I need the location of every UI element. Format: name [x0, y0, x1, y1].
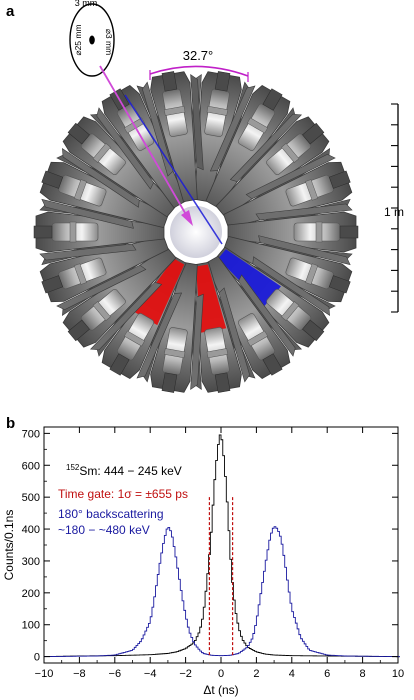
legend-entry-energy-range: ~180 − ~480 keV — [58, 523, 150, 537]
panel-b-timing-chart: b −10 −8 −6 −4 −2 0 2 4 6 8 10 0 100 200 300 400 500 600… — [2, 415, 404, 697]
x-tick-label: −6 — [109, 668, 122, 680]
legend-entry-sm: 152Sm: 444 − 245 keV — [66, 463, 182, 478]
x-tick-label: −4 — [144, 668, 157, 680]
detector-module — [188, 261, 250, 393]
target-sketch: 3 mm ⌀25 mm ⌀3 mm — [69, 0, 115, 77]
target-diameter-label: ⌀25 mm — [73, 24, 83, 55]
panel-a-label: a — [6, 3, 15, 20]
series-backscattering — [44, 526, 400, 658]
y-tick-label: 600 — [22, 460, 40, 472]
x-tick-label: 2 — [253, 668, 259, 680]
legend-entry-backscatter: 180° backscattering — [58, 507, 164, 521]
x-tick-label: 4 — [289, 668, 295, 680]
scale-bar: 1 m — [384, 103, 404, 313]
plot-frame — [43, 426, 399, 664]
y-tick-label: 500 — [22, 492, 40, 504]
y-tick-label: 200 — [22, 588, 40, 600]
y-tick-label: 700 — [22, 428, 40, 440]
detector-module — [96, 255, 187, 380]
beam-line-blue — [124, 94, 223, 245]
legend-sm-text: Sm: 444 − 245 keV — [79, 464, 181, 478]
detector-array — [33, 71, 359, 393]
x-tick-label: 8 — [360, 668, 366, 680]
x-tick-label: 0 — [218, 668, 224, 680]
series-layer — [44, 434, 400, 658]
target-spot-label: ⌀3 mm — [104, 29, 114, 55]
target-thickness-label: 3 mm — [75, 0, 98, 8]
detector-module — [142, 71, 204, 203]
y-tick-label: 400 — [22, 524, 40, 536]
y-tick-label: 0 — [34, 652, 40, 664]
legend-sm-superscript: 152 — [66, 463, 80, 472]
detector-module — [39, 235, 169, 310]
y-tick-label: 100 — [22, 620, 40, 632]
x-axis-title: Δt (ns) — [203, 683, 238, 697]
legend-entry-time-gate: Time gate: 1σ = ±655 ps — [58, 487, 188, 501]
x-tick-label: 10 — [392, 668, 404, 680]
beam-arrowhead — [181, 210, 193, 226]
y-axis-ticks: 0 100 200 300 400 500 600 700 — [22, 428, 398, 664]
time-gate-lines — [208, 497, 234, 657]
x-axis-ticks: −10 −8 −6 −4 −2 0 2 4 6 8 10 — [35, 427, 404, 680]
target-chamber — [170, 206, 222, 258]
angle-label: 32.7° — [183, 48, 214, 63]
x-tick-label: −8 — [73, 668, 86, 680]
scale-label: 1 m — [384, 205, 404, 219]
panel-a-detector-illustration: a 3 mm ⌀25 mm ⌀3 mm 32.7° 1 m — [6, 0, 404, 393]
y-axis-title: Counts/0.1ns — [2, 510, 16, 581]
panel-b-label: b — [6, 415, 15, 432]
x-tick-label: −10 — [35, 668, 54, 680]
beam-line-magenta — [99, 65, 189, 219]
legend: 152Sm: 444 − 245 keV Time gate: 1σ = ±65… — [58, 463, 188, 537]
x-tick-label: 6 — [324, 668, 330, 680]
x-tick-label: −2 — [179, 668, 192, 680]
y-tick-label: 300 — [22, 556, 40, 568]
angle-arc — [149, 65, 249, 77]
